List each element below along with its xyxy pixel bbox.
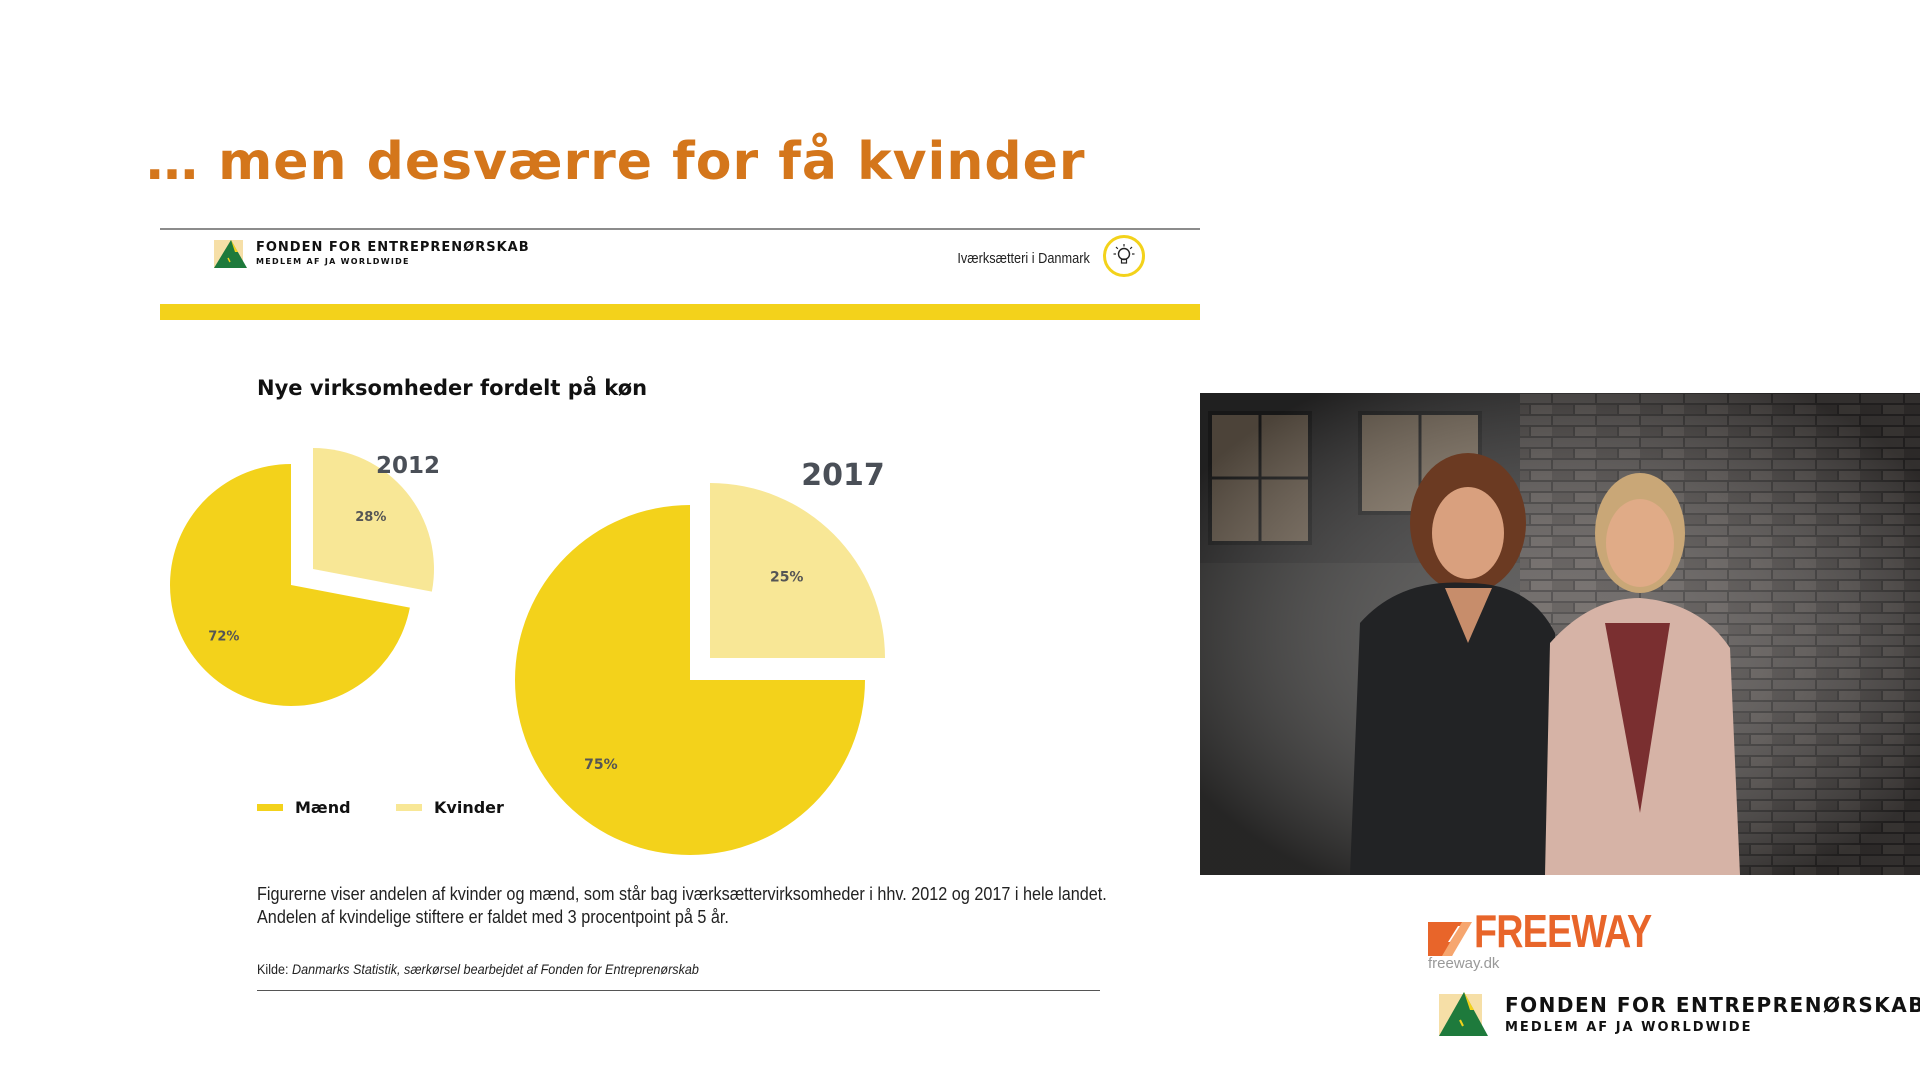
fonden-footer-logo-icon (1439, 992, 1488, 1036)
caption-line: Figurerne viser andelen af kvinder og mæ… (257, 884, 1107, 904)
freeway-wordmark: FREEWAY (1474, 905, 1652, 957)
fonden-logo-icon (214, 240, 247, 268)
pie-slice-2012-kvinder (313, 448, 434, 592)
pie-label-2017-kvinder: 25% (770, 569, 804, 585)
pie-label-2012-maend: 72% (208, 630, 239, 645)
pie-year-2012: 2012 (376, 453, 440, 479)
source-label: Kilde: (257, 961, 289, 977)
source-note: Kilde: Danmarks Statistik, særkørsel bea… (257, 961, 699, 977)
pie-charts: 28% 72% 2012 25% 75% 2017 (169, 448, 885, 855)
pie-label-2017-maend: 75% (584, 757, 618, 773)
lightbulb-icon (1103, 235, 1145, 277)
report-org-logo: FONDEN FOR ENTREPRENØRSKAB MEDLEM AF JA … (256, 240, 530, 266)
photo-two-women (1200, 393, 1920, 875)
org-sub: MEDLEM AF JA WORLDWIDE (256, 257, 410, 266)
freeway-url: freeway.dk (1428, 955, 1500, 972)
org-sub: MEDLEM AF JA WORLDWIDE (1505, 1020, 1753, 1035)
legend-item-kvinder: Kvinder (396, 797, 504, 817)
pie-slice-2017-kvinder (710, 483, 885, 658)
pie-slice-2017-maend (515, 505, 865, 855)
footer-org-logo: FONDEN FOR ENTREPRENØRSKAB MEDLEM AF JA … (1505, 993, 1920, 1035)
legend-label: Kvinder (434, 798, 504, 817)
slide-title: … men desværre for få kvinder (146, 132, 1086, 192)
bottom-divider (257, 990, 1100, 991)
org-name: FONDEN FOR ENTREPRENØRSKAB (1505, 993, 1920, 1017)
caption-line: Andelen af kvindelige stiftere er faldet… (257, 907, 729, 927)
legend-swatch-maend (257, 804, 283, 811)
report-section-title: Iværksætteri i Danmark (957, 250, 1090, 267)
source-text: Danmarks Statistik, særkørsel bearbejdet… (292, 961, 699, 977)
legend-swatch-kvinder (396, 804, 422, 811)
pie-year-2017: 2017 (801, 458, 885, 493)
legend-item-maend: Mænd (257, 797, 351, 817)
chart-title: Nye virksomheder fordelt på køn (257, 376, 648, 400)
caption: Figurerne viser andelen af kvinder og mæ… (257, 883, 1107, 929)
yellow-band (160, 304, 1200, 320)
org-name: FONDEN FOR ENTREPRENØRSKAB (256, 240, 530, 255)
pie-slice-2012-maend (169, 464, 410, 706)
report-page: FONDEN FOR ENTREPRENØRSKAB MEDLEM AF JA … (160, 228, 1200, 998)
pie-label-2012-kvinder: 28% (355, 510, 386, 525)
freeway-mark-icon (1428, 922, 1472, 956)
top-divider (160, 228, 1200, 230)
legend-label: Mænd (295, 798, 351, 817)
